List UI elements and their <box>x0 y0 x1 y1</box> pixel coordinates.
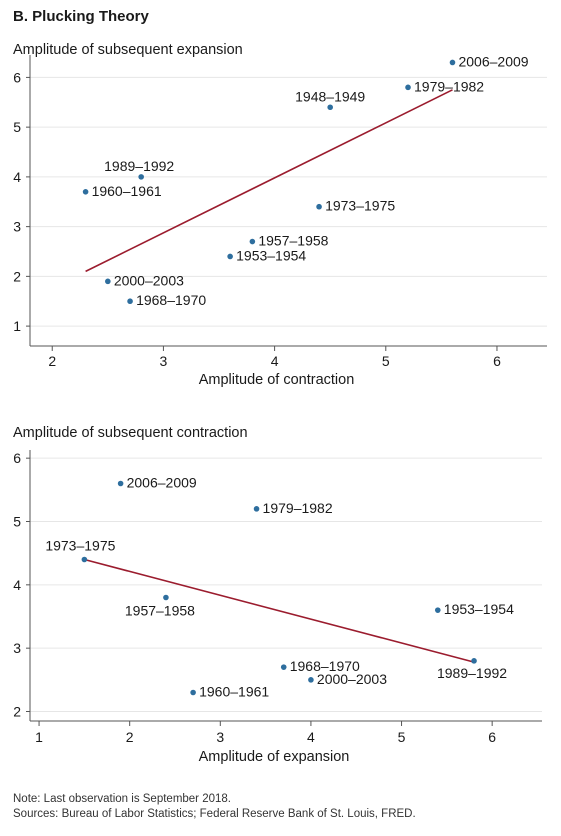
trend-line <box>84 558 475 663</box>
data-point-label: 1979–1982 <box>414 78 484 94</box>
x-tick-label: 6 <box>488 729 496 745</box>
data-point <box>308 677 314 683</box>
trend-line <box>85 89 453 273</box>
x-tick-label: 2 <box>126 729 134 745</box>
data-point <box>227 253 233 260</box>
data-point <box>127 298 133 305</box>
data-point <box>405 84 411 91</box>
data-point-label: 1960–1961 <box>199 684 269 700</box>
data-point-label: 1957–1958 <box>258 233 328 249</box>
y-tick-label: 1 <box>13 318 21 334</box>
y-tick-label: 6 <box>13 450 21 466</box>
y-tick-label: 2 <box>13 268 21 284</box>
data-point-label: 2000–2003 <box>317 671 387 687</box>
x-tick-label: 4 <box>307 729 315 745</box>
data-point-label: 2006–2009 <box>127 475 197 491</box>
data-point-label: 1979–1982 <box>263 500 333 516</box>
data-point <box>82 189 89 195</box>
x-tick-label: 3 <box>216 729 224 745</box>
x-tick-label: 1 <box>35 729 43 745</box>
sources-text: Sources: Bureau of Labor Statistics; Fed… <box>13 808 416 820</box>
scatter-chart-top: 1 2 3 4 5 6 2 3 4 5 6 Amplitude of subsequent expan… <box>13 42 547 388</box>
data-point-label: 1960–1961 <box>92 183 162 199</box>
data-point <box>138 174 144 180</box>
data-point <box>327 104 333 111</box>
y-tick-label: 6 <box>13 69 21 85</box>
x-tick-label: 5 <box>398 729 406 745</box>
data-point-label: 1973–1975 <box>45 538 115 554</box>
x-axis-title: Amplitude of expansion <box>199 749 350 765</box>
data-point <box>449 59 456 66</box>
data-point <box>117 480 124 487</box>
data-point <box>81 556 88 563</box>
x-tick-label: 2 <box>48 353 56 369</box>
y-tick-label: 3 <box>13 219 21 235</box>
x-tick-label: 4 <box>271 353 279 369</box>
data-point-label: 1968–1970 <box>290 658 360 674</box>
data-point-label: 1973–1975 <box>325 198 395 214</box>
y-tick-label: 5 <box>13 119 21 135</box>
y-axis-title: Amplitude of subsequent expansion <box>13 42 243 58</box>
data-point <box>434 607 441 613</box>
x-tick-label: 3 <box>160 353 168 369</box>
data-point-label: 1989–1992 <box>437 665 507 681</box>
data-point-label: 1989–1992 <box>104 158 174 174</box>
y-tick-label: 4 <box>13 577 21 593</box>
data-point <box>316 203 322 210</box>
x-tick-label: 5 <box>382 353 390 369</box>
x-tick-label: 6 <box>493 353 501 369</box>
data-point <box>471 658 477 664</box>
figure-title: B. Plucking Theory <box>13 8 149 25</box>
y-axis-title: Amplitude of subsequent contraction <box>13 425 248 441</box>
data-point-label: 1948–1949 <box>295 88 365 104</box>
data-point <box>280 664 287 670</box>
x-axis-title: Amplitude of contraction <box>199 372 355 388</box>
note-text: Note: Last observation is September 2018… <box>13 793 231 805</box>
data-point <box>253 506 260 512</box>
data-point-label: 1968–1970 <box>136 292 206 308</box>
data-point-label: 1957–1958 <box>125 603 195 619</box>
data-point <box>190 689 196 696</box>
data-point <box>163 594 169 601</box>
data-point-label: 1953–1954 <box>444 601 514 617</box>
data-point <box>105 278 111 285</box>
y-tick-label: 5 <box>13 514 21 530</box>
data-point-label: 2000–2003 <box>114 272 184 288</box>
data-point <box>249 238 256 245</box>
y-tick-label: 3 <box>13 640 21 656</box>
data-point-label: 2006–2009 <box>458 53 528 69</box>
y-tick-label: 2 <box>13 704 21 720</box>
y-tick-label: 4 <box>13 169 21 185</box>
data-point-label: 1953–1954 <box>236 247 306 263</box>
